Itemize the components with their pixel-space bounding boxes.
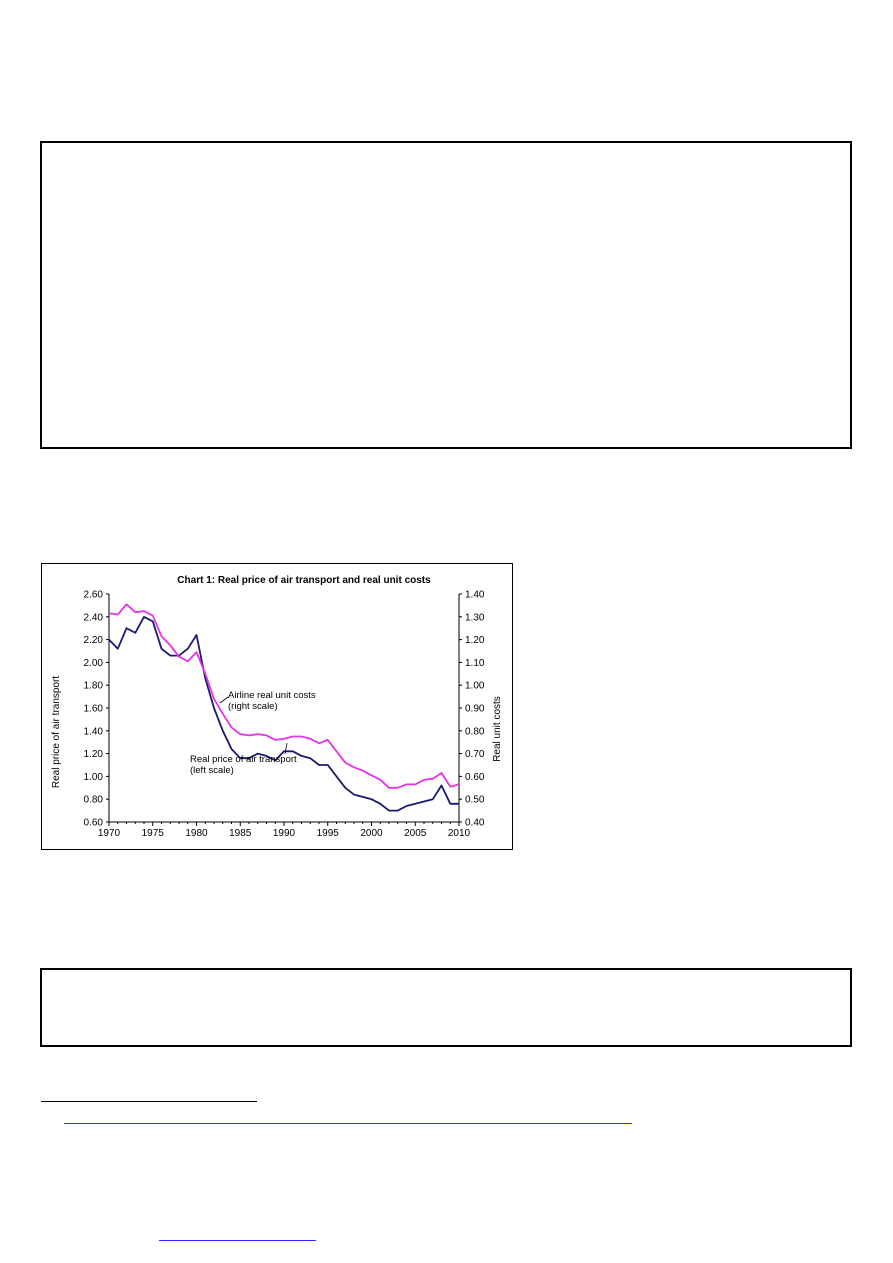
- y-left-axis-label: Real price of air transport: [51, 676, 62, 788]
- body-link-underline[interactable]: [159, 1240, 316, 1241]
- text-box-bottom: [40, 968, 852, 1047]
- y-left-tick-label: 1.80: [84, 681, 104, 692]
- annotation-unit-costs-line: (right scale): [228, 701, 278, 712]
- x-tick-label: 2010: [448, 828, 471, 839]
- y-right-tick-label: 1.20: [465, 635, 485, 646]
- y-left-tick-label: 1.00: [84, 772, 104, 783]
- y-right-tick-label: 1.00: [465, 681, 485, 692]
- y-left-tick-label: 2.40: [84, 612, 104, 623]
- y-left-tick-label: 1.40: [84, 726, 104, 737]
- y-right-tick-label: 1.40: [465, 590, 485, 601]
- y-left-tick-label: 1.20: [84, 749, 104, 760]
- y-right-tick-label: 0.50: [465, 795, 485, 806]
- y-left-tick-label: 2.00: [84, 658, 104, 669]
- y-left-tick-label: 0.80: [84, 795, 104, 806]
- y-right-tick-label: 1.30: [465, 612, 485, 623]
- annotation-price: Real price of air transport(left scale): [190, 742, 297, 776]
- chart-svg: Chart 1: Real price of air transport and…: [51, 575, 503, 840]
- x-tick-label: 1995: [317, 828, 340, 839]
- chart-title: Chart 1: Real price of air transport and…: [177, 575, 431, 586]
- x-tick-label: 2000: [360, 828, 383, 839]
- annotations: Airline real unit costs(right scale) Real…: [190, 690, 316, 776]
- series-line-real-price-air-transport: [108, 603, 460, 789]
- annotation-unit-costs-arrow: [219, 696, 229, 704]
- y-left-tick-label: 2.20: [84, 635, 104, 646]
- x-tick-label: 1980: [185, 828, 208, 839]
- x-tick-label: 1990: [273, 828, 296, 839]
- y-left-tick-label: 1.60: [84, 704, 104, 715]
- annotation-price-arrow: [284, 742, 288, 755]
- y-right-tick-label: 0.90: [465, 704, 485, 715]
- annotation-price-line: (left scale): [190, 765, 234, 776]
- y-right-tick-label: 0.70: [465, 749, 485, 760]
- y-right-tick-label: 1.10: [465, 658, 485, 669]
- x-tick-label: 1970: [98, 828, 121, 839]
- text-box-top: [40, 141, 852, 449]
- x-tick-label: 1985: [229, 828, 252, 839]
- y-right-tick-label: 0.60: [465, 772, 485, 783]
- footnote-separator: [41, 1101, 257, 1102]
- y-right-tick-label: 0.40: [465, 818, 485, 829]
- chart-frame: Chart 1: Real price of air transport and…: [41, 563, 513, 850]
- annotation-unit-costs-line: Airline real unit costs: [228, 690, 316, 701]
- footnote-link-underline[interactable]: [64, 1123, 632, 1124]
- annotation-unit-costs: Airline real unit costs(right scale): [219, 690, 316, 712]
- x-tick-label: 1975: [142, 828, 165, 839]
- axes: 0.60 0.80 1.00 1.20 1.40 1.60 1.80 2.00 2.20 2.40…: [84, 590, 485, 840]
- annotation-price-line: Real price of air transport: [190, 754, 297, 765]
- y-left-tick-label: 2.60: [84, 590, 104, 601]
- y-left-tick-label: 0.60: [84, 818, 104, 829]
- series-line-airline-real-unit-costs: [108, 615, 459, 812]
- series-group: [108, 603, 460, 812]
- y-right-tick-label: 0.80: [465, 726, 485, 737]
- y-right-axis-label: Real unit costs: [492, 696, 503, 762]
- x-tick-label: 2005: [404, 828, 427, 839]
